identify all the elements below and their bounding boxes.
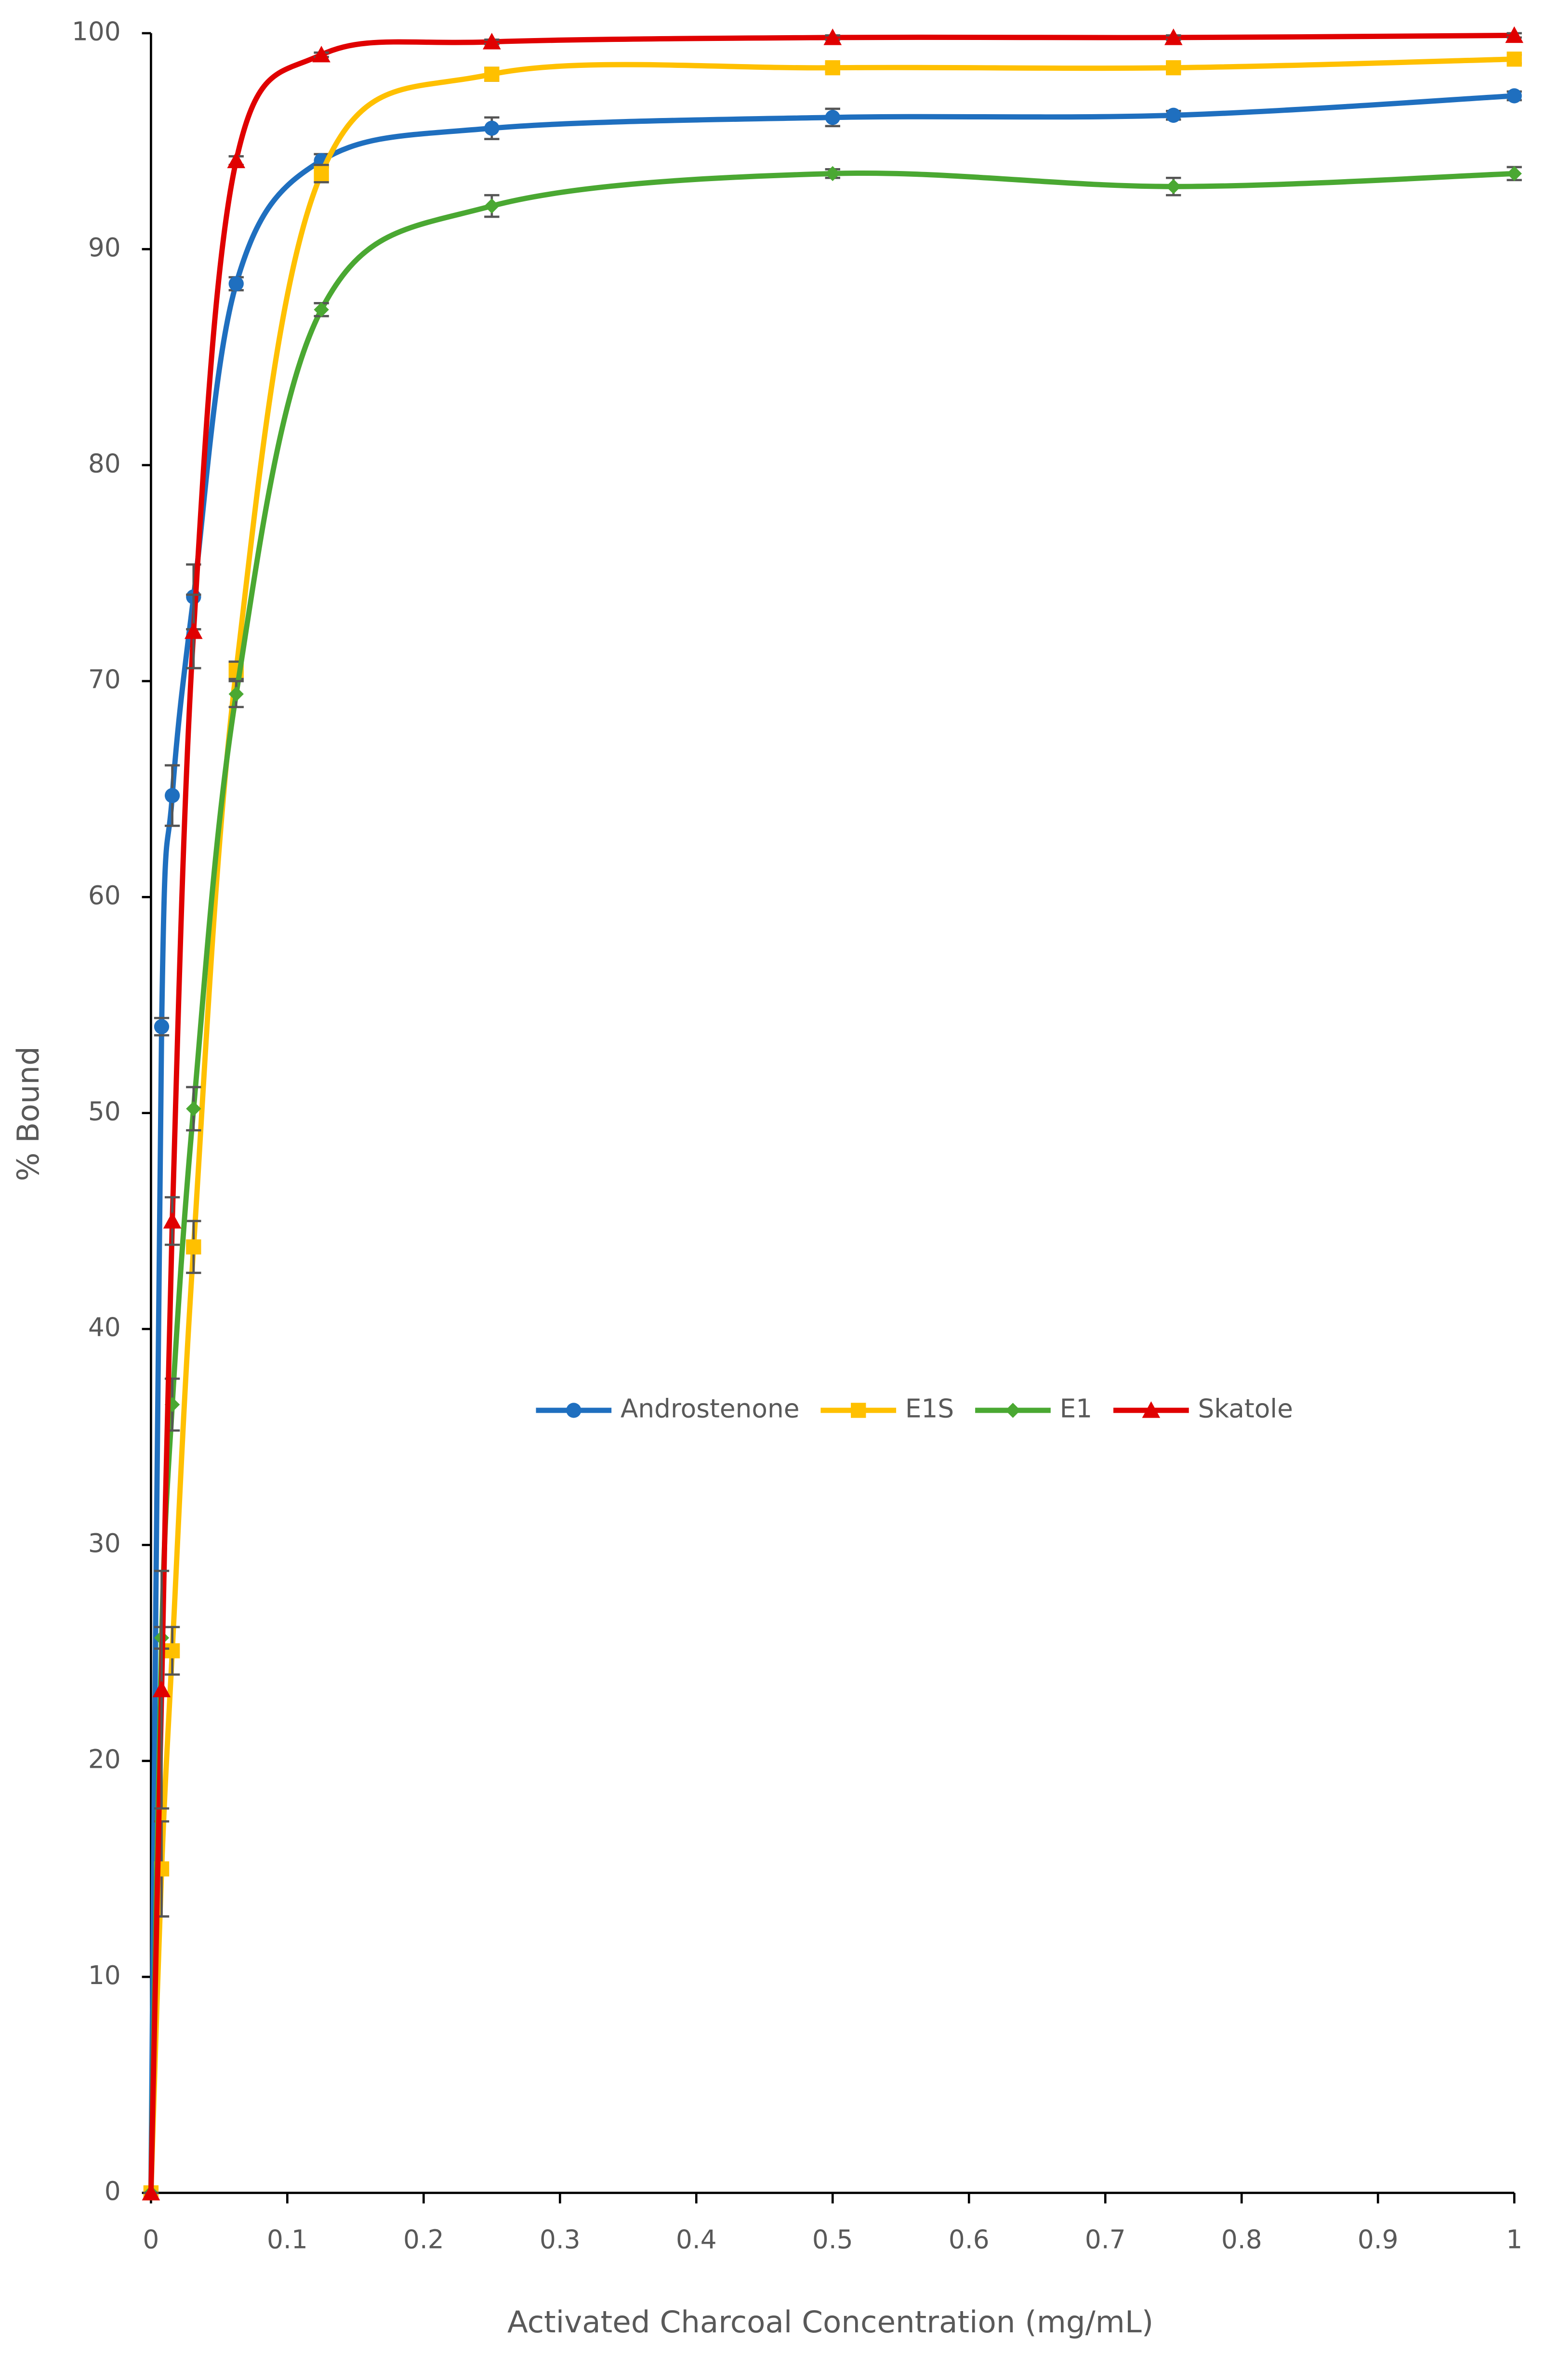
marker bbox=[484, 66, 500, 82]
x-tick-label: 0.7 bbox=[1085, 2224, 1126, 2254]
series bbox=[143, 166, 1522, 2201]
marker bbox=[484, 198, 500, 214]
marker bbox=[484, 120, 500, 136]
marker bbox=[164, 788, 180, 803]
marker bbox=[1166, 60, 1181, 76]
y-axis-label: % Bound bbox=[11, 1046, 46, 1181]
x-tick-label: 0.9 bbox=[1358, 2224, 1399, 2254]
series bbox=[142, 26, 1523, 2201]
marker bbox=[186, 1101, 201, 1117]
y-tick-label: 70 bbox=[88, 665, 121, 695]
marker bbox=[823, 28, 842, 45]
marker bbox=[312, 45, 330, 63]
marker bbox=[152, 1681, 171, 1697]
x-tick-label: 0.2 bbox=[403, 2224, 444, 2254]
y-tick-label: 10 bbox=[88, 1960, 121, 1990]
x-tick-label: 1 bbox=[1506, 2224, 1522, 2254]
x-tick-label: 0.1 bbox=[267, 2224, 308, 2254]
legend-item: Androstenone bbox=[536, 1394, 800, 1424]
legend-label: Skatole bbox=[1198, 1394, 1293, 1424]
marker bbox=[825, 110, 840, 125]
marker bbox=[154, 1019, 170, 1035]
series-line bbox=[148, 56, 1515, 2193]
marker bbox=[566, 1403, 581, 1418]
marker bbox=[163, 1212, 182, 1229]
marker bbox=[1506, 88, 1522, 104]
marker bbox=[1164, 28, 1183, 45]
y-tick-label: 60 bbox=[88, 881, 121, 910]
series-line bbox=[148, 32, 1515, 2193]
marker bbox=[314, 166, 329, 182]
legend-label: E1 bbox=[1060, 1394, 1093, 1424]
y-tick-label: 40 bbox=[88, 1313, 121, 1342]
x-tick-label: 0.4 bbox=[676, 2224, 717, 2254]
series bbox=[143, 52, 1522, 2201]
marker bbox=[228, 686, 244, 702]
marker bbox=[483, 33, 501, 50]
legend: Androstenone E1S E1 Skatole bbox=[536, 1394, 1293, 1424]
y-tick-label: 30 bbox=[88, 1528, 121, 1558]
y-tick-label: 20 bbox=[88, 1744, 121, 1774]
y-tick-label: 0 bbox=[105, 2176, 121, 2206]
marker bbox=[314, 302, 329, 317]
marker bbox=[825, 60, 840, 76]
y-tick-label: 100 bbox=[72, 17, 121, 47]
x-tick-label: 0.3 bbox=[540, 2224, 581, 2254]
legend-item: Skatole bbox=[1113, 1394, 1293, 1424]
marker bbox=[851, 1403, 866, 1418]
y-tick-label: 50 bbox=[88, 1096, 121, 1126]
marker bbox=[1142, 1401, 1161, 1418]
marker bbox=[142, 2183, 160, 2201]
marker bbox=[1506, 52, 1522, 67]
marker bbox=[1166, 179, 1181, 194]
marker bbox=[227, 151, 246, 169]
marker bbox=[825, 166, 840, 182]
marker bbox=[1005, 1403, 1021, 1418]
marker bbox=[164, 1643, 180, 1658]
y-tick-label: 90 bbox=[88, 233, 121, 263]
marker bbox=[228, 276, 244, 291]
x-tick-label: 0.6 bbox=[949, 2224, 990, 2254]
legend-item: E1 bbox=[975, 1394, 1092, 1424]
x-tick-label: 0.8 bbox=[1221, 2224, 1262, 2254]
marker bbox=[1166, 107, 1181, 123]
marker bbox=[186, 1239, 201, 1255]
legend-label: Androstenone bbox=[621, 1394, 800, 1424]
marker bbox=[185, 622, 203, 639]
x-tick-label: 0 bbox=[143, 2224, 159, 2254]
series-line bbox=[148, 171, 1515, 2193]
x-axis-label: Activated Charcoal Concentration (mg/mL) bbox=[507, 2304, 1153, 2340]
legend-label: E1S bbox=[905, 1394, 954, 1424]
x-tick-label: 0.5 bbox=[812, 2224, 853, 2254]
y-tick-label: 80 bbox=[88, 448, 121, 478]
series bbox=[143, 88, 1522, 2201]
series-line bbox=[148, 93, 1515, 2193]
marker bbox=[1506, 166, 1522, 182]
marker bbox=[1505, 26, 1523, 43]
legend-item: E1S bbox=[820, 1394, 954, 1424]
